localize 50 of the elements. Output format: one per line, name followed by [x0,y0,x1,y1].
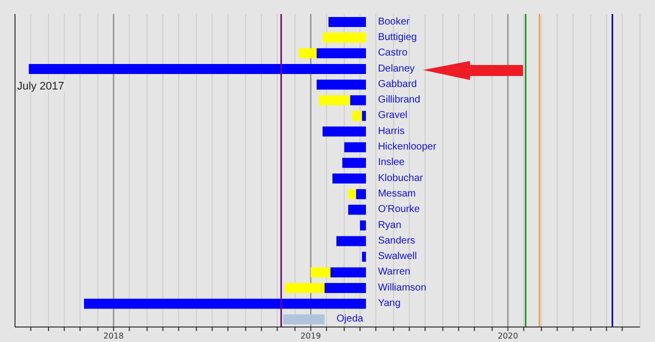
y-tick-label: Buttigieg [378,32,417,43]
bar [316,48,366,58]
bar [298,48,317,58]
bar [336,236,366,246]
bar [350,95,366,106]
bar [362,110,366,121]
bar [318,95,350,106]
bar [360,220,366,230]
y-tick-label: Yang [378,298,401,310]
y-tick-label: Castro [378,48,408,59]
y-tick-label: Inslee [378,157,406,168]
x-tick-label: 2018 [103,332,124,341]
bar [330,267,366,278]
bar [310,267,330,278]
y-tick-label: Williamson [378,282,426,294]
bar [348,204,366,215]
bar [28,64,366,74]
bar [324,283,366,294]
bar [344,142,366,152]
bar [352,110,362,121]
bar [348,189,356,200]
y-tick-label: Ojeda [336,314,364,325]
y-tick-label: Delaney [378,63,415,74]
annotation: July 2017 [17,80,64,93]
x-tick-label: 2020 [498,332,518,341]
bar [356,189,366,200]
bar [283,314,325,324]
bar [84,298,366,309]
y-tick-label: Gabbard [378,78,417,90]
bar [332,174,366,184]
bar [328,17,366,27]
y-tick-label: Booker [378,16,410,28]
y-tick-label: Swalwell [378,251,417,262]
y-tick-label: Ryan [378,220,402,231]
y-tick-label: Hickenlooper [378,142,437,153]
y-tick-label: Gillibrand [378,94,420,106]
y-tick-label: Klobuchar [378,172,424,184]
y-tick-label: O'Rourke [378,204,420,216]
bar [316,80,366,90]
y-tick-label: Gravel [378,110,408,122]
y-tick-label: Messam [378,188,416,200]
bar [322,126,366,137]
x-tick-label: 2019 [300,332,321,341]
y-tick-label: Harris [378,126,405,137]
bar [362,252,366,262]
y-tick-label: Sanders [378,235,416,246]
bar [322,32,366,43]
bar [285,283,325,294]
y-tick-label: Warren [378,266,410,278]
bar [342,158,366,168]
